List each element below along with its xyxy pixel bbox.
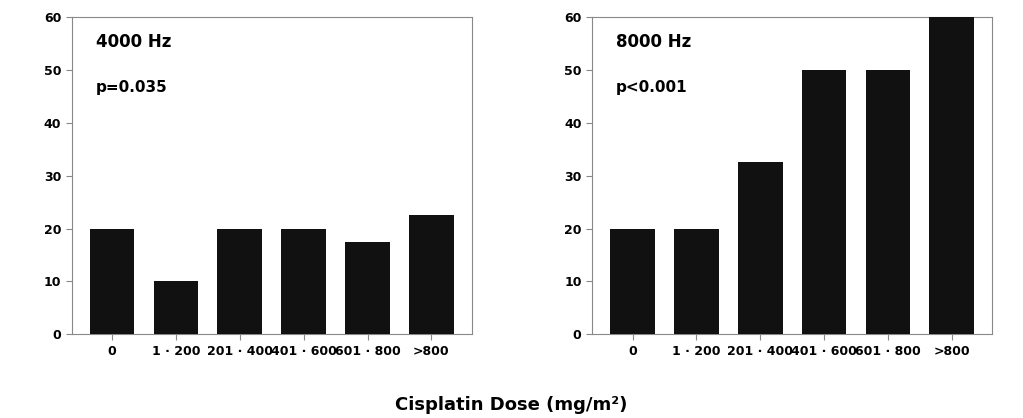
Bar (218, 229, 262, 334)
Bar (802, 70, 846, 334)
Text: p=0.035: p=0.035 (95, 80, 168, 95)
Bar (90, 229, 134, 334)
Bar (674, 229, 719, 334)
Bar (738, 162, 783, 334)
Bar (865, 70, 910, 334)
Bar (610, 229, 655, 334)
Text: 4000 Hz: 4000 Hz (95, 33, 171, 51)
Text: p<0.001: p<0.001 (616, 80, 687, 95)
Bar (345, 242, 390, 334)
Bar (409, 215, 454, 334)
Bar (153, 281, 198, 334)
Text: Cisplatin Dose (mg/m²): Cisplatin Dose (mg/m²) (395, 396, 628, 414)
Text: 8000 Hz: 8000 Hz (616, 33, 692, 51)
Bar (281, 229, 326, 334)
Bar (930, 17, 974, 334)
